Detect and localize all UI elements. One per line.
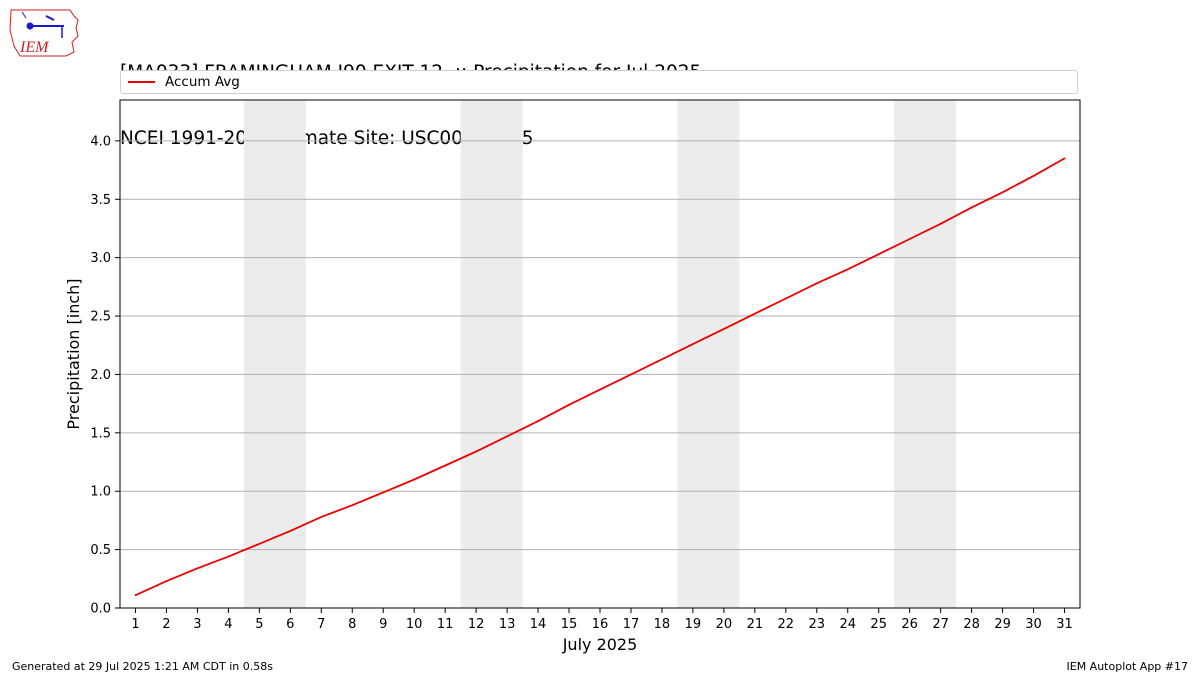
x-tick-label-31: 31 (1056, 617, 1073, 632)
autoplot-app-label: IEM Autoplot App #17 (1066, 660, 1189, 673)
data-point-23 (815, 282, 818, 285)
iem-logo: IEM (9, 9, 79, 57)
data-point-24 (846, 268, 849, 271)
y-tick-label-1.0: 1.0 (90, 485, 111, 500)
x-tick-label-11: 11 (437, 617, 454, 632)
x-tick-label-18: 18 (654, 617, 671, 632)
weekend-band-4 (894, 100, 957, 608)
data-point-12 (475, 450, 478, 453)
x-tick-label-20: 20 (716, 617, 733, 632)
x-tick-label-26: 26 (901, 617, 918, 632)
x-tick-label-1: 1 (131, 617, 139, 632)
data-point-25 (877, 253, 880, 256)
x-tick-label-23: 23 (809, 617, 826, 632)
x-tick-label-30: 30 (1025, 617, 1042, 632)
x-tick-label-3: 3 (193, 617, 201, 632)
x-tick-label-21: 21 (747, 617, 764, 632)
y-tick-label-2.5: 2.5 (90, 310, 111, 325)
x-tick-label-7: 7 (317, 617, 325, 632)
data-point-19 (692, 343, 694, 345)
x-tick-label-8: 8 (348, 617, 356, 632)
x-tick-label-29: 29 (994, 617, 1011, 632)
x-axis-label: July 2025 (562, 635, 638, 654)
weather-station-icon (21, 11, 64, 38)
x-tick-label-19: 19 (685, 617, 702, 632)
x-tick-label-14: 14 (530, 617, 547, 632)
x-tick-label-28: 28 (963, 617, 980, 632)
data-point-5 (258, 542, 261, 545)
y-tick-label-3.5: 3.5 (90, 193, 111, 208)
data-point-27 (939, 222, 942, 225)
y-tick-label-3.0: 3.0 (90, 251, 111, 266)
data-point-26 (908, 238, 911, 240)
data-point-15 (568, 403, 570, 406)
x-tick-label-12: 12 (468, 617, 485, 632)
data-point-8 (351, 504, 354, 507)
y-tick-label-4.0: 4.0 (90, 134, 111, 149)
generated-timestamp: Generated at 29 Jul 2025 1:21 AM CDT in … (12, 660, 273, 673)
x-tick-label-5: 5 (255, 617, 263, 632)
data-point-1 (134, 594, 137, 597)
x-tick-label-10: 10 (406, 617, 423, 632)
x-tick-label-4: 4 (224, 617, 232, 632)
data-point-31 (1063, 157, 1066, 160)
data-point-7 (320, 516, 323, 518)
weekend-band-3 (677, 100, 740, 608)
legend-swatch-accum-avg (128, 81, 155, 83)
weekend-band-2 (460, 100, 523, 608)
x-tick-label-15: 15 (561, 617, 578, 632)
data-point-30 (1032, 175, 1035, 177)
y-tick-label-1.5: 1.5 (90, 426, 111, 441)
x-tick-label-25: 25 (870, 617, 887, 632)
iem-logo-text: IEM (19, 39, 50, 56)
x-tick-label-24: 24 (839, 617, 856, 632)
x-tick-label-13: 13 (499, 617, 516, 632)
y-tick-label-0.0: 0.0 (90, 602, 111, 617)
data-point-22 (784, 297, 787, 300)
x-tick-label-22: 22 (778, 617, 795, 632)
data-point-10 (413, 478, 416, 481)
x-tick-label-16: 16 (592, 617, 609, 632)
legend-label-accum-avg: Accum Avg (165, 74, 240, 90)
data-point-6 (289, 530, 292, 532)
x-tick-label-6: 6 (286, 617, 294, 632)
y-axis-label: Precipitation [inch] (64, 278, 83, 429)
data-point-29 (1001, 191, 1004, 194)
data-point-4 (227, 555, 230, 558)
chart-title: [MA033] FRAMINGHAM I90 EXIT 12 :: Precip… (120, 18, 701, 172)
data-point-3 (196, 567, 199, 570)
series-line-accum-avg (135, 157, 1065, 597)
data-point-11 (444, 464, 447, 467)
data-point-2 (165, 580, 168, 583)
data-point-20 (722, 327, 725, 330)
data-point-16 (599, 388, 601, 391)
data-point-9 (382, 491, 385, 494)
plot-frame (119, 99, 1081, 609)
y-tick-label-2.0: 2.0 (90, 368, 111, 383)
data-point-18 (661, 358, 663, 361)
data-point-28 (970, 206, 973, 209)
data-point-17 (630, 373, 632, 376)
x-tick-label-27: 27 (932, 617, 949, 632)
weekend-band-1 (243, 100, 306, 608)
title-line-2: NCEI 1991-2020 Climate Site: USC00195175 (120, 128, 534, 149)
data-point-14 (537, 420, 539, 423)
x-tick-label-17: 17 (623, 617, 640, 632)
x-tick-label-2: 2 (162, 617, 170, 632)
iowa-state-outline (9, 9, 79, 57)
legend: Accum Avg (120, 70, 1078, 94)
x-tick-label-9: 9 (379, 617, 387, 632)
data-point-13 (506, 435, 508, 438)
y-tick-label-0.5: 0.5 (90, 543, 111, 558)
data-point-21 (753, 312, 756, 315)
